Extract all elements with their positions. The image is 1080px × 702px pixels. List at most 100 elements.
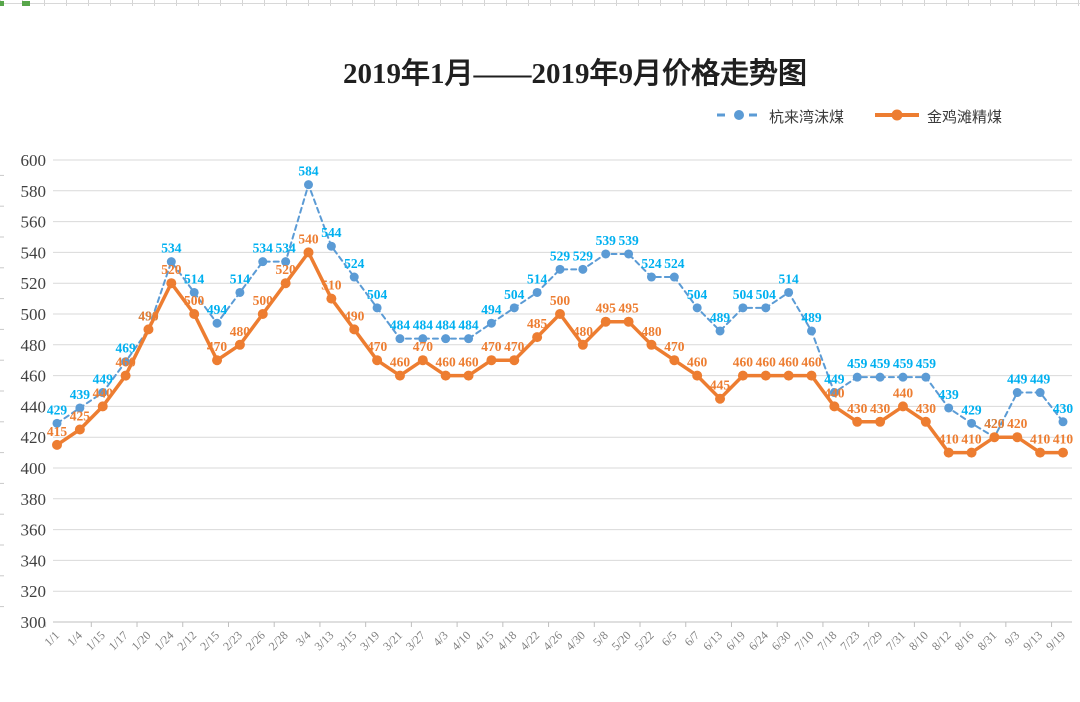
data-point — [418, 334, 428, 344]
x-tick-label: 6/30 — [769, 628, 794, 653]
x-tick-label: 3/4 — [293, 628, 314, 649]
legend-item-hanglaiwan[interactable]: 杭来湾沫煤 — [716, 106, 844, 127]
data-label: 514 — [527, 271, 548, 286]
data-label: 470 — [413, 339, 434, 354]
x-tick-label: 4/26 — [540, 628, 565, 653]
data-point — [555, 309, 565, 319]
data-point — [417, 355, 428, 366]
data-label: 430 — [847, 401, 868, 416]
data-label: 460 — [779, 355, 800, 370]
data-label: 514 — [230, 271, 251, 286]
data-label: 480 — [230, 324, 251, 339]
data-point — [898, 372, 908, 382]
data-label: 484 — [458, 318, 479, 333]
data-label: 504 — [504, 287, 525, 302]
x-tick-label: 5/8 — [590, 628, 611, 649]
y-tick-label: 360 — [21, 521, 47, 540]
data-label: 540 — [298, 231, 319, 246]
data-label: 410 — [1030, 432, 1051, 447]
data-label: 420 — [984, 416, 1005, 431]
data-label: 484 — [390, 318, 411, 333]
data-point — [555, 264, 565, 274]
data-point — [349, 272, 359, 282]
data-point — [784, 287, 794, 297]
data-label: 425 — [70, 409, 91, 424]
data-point — [669, 272, 679, 282]
data-label: 420 — [984, 416, 1005, 431]
x-tick-label: 2/15 — [197, 628, 222, 653]
data-label: 459 — [847, 356, 868, 371]
data-label: 460 — [756, 355, 777, 370]
data-point — [212, 355, 223, 366]
x-tick-label: 1/24 — [151, 628, 176, 653]
x-tick-label: 3/21 — [380, 628, 405, 653]
x-tick-label: 6/24 — [746, 628, 771, 653]
y-tick-label: 560 — [21, 213, 47, 232]
selection-marker-icon — [22, 1, 30, 6]
data-point — [852, 416, 863, 427]
legend-label: 杭来湾沫煤 — [768, 109, 844, 126]
legend-dashed-marker-icon — [716, 108, 762, 125]
y-tick-label: 320 — [21, 582, 47, 601]
data-point — [1058, 417, 1068, 427]
data-label: 430 — [916, 401, 937, 416]
data-point — [280, 278, 291, 289]
data-point — [395, 334, 405, 344]
data-point — [875, 416, 886, 427]
x-tick-label: 1/20 — [129, 628, 154, 653]
x-tick-label: 4/18 — [494, 628, 519, 653]
data-label: 470 — [664, 339, 685, 354]
x-tick-label: 4/3 — [430, 628, 451, 649]
data-point — [189, 309, 200, 319]
data-point — [737, 370, 748, 381]
data-label: 494 — [481, 302, 502, 317]
data-point — [623, 316, 634, 327]
data-label: 415 — [47, 424, 68, 439]
data-point — [601, 249, 611, 259]
x-tick-label: 1/15 — [83, 628, 108, 653]
x-tick-label: 3/19 — [357, 628, 382, 653]
data-point — [967, 418, 977, 428]
data-label: 480 — [641, 324, 662, 339]
y-tick-label: 600 — [21, 151, 47, 170]
x-tick-label: 2/23 — [220, 628, 245, 653]
data-point — [258, 257, 268, 267]
x-tick-label: 7/10 — [792, 628, 817, 653]
sheet-top-border — [0, 0, 1080, 6]
data-point — [441, 334, 451, 344]
data-point — [1058, 447, 1068, 458]
legend-item-jinjitan[interactable]: 金鸡滩精煤 — [874, 106, 1002, 127]
data-label: 529 — [573, 248, 594, 263]
data-label: 584 — [298, 164, 319, 179]
data-label: 429 — [47, 402, 68, 417]
data-label: 494 — [207, 302, 228, 317]
data-label: 520 — [161, 262, 182, 277]
data-point — [1035, 388, 1045, 398]
y-tick-label: 480 — [21, 336, 47, 355]
y-tick-label: 440 — [21, 397, 47, 416]
data-point — [738, 303, 748, 313]
data-label: 449 — [824, 372, 845, 387]
data-label: 504 — [367, 287, 388, 302]
data-label: 449 — [93, 372, 114, 387]
data-label: 439 — [939, 387, 960, 402]
data-label: 440 — [893, 385, 914, 400]
legend-label: 金鸡滩精煤 — [926, 109, 1002, 126]
data-label: 459 — [893, 356, 914, 371]
y-tick-label: 460 — [21, 367, 47, 386]
data-label: 470 — [367, 339, 388, 354]
data-point — [235, 287, 245, 297]
data-point — [394, 370, 405, 381]
data-label: 489 — [801, 310, 822, 325]
data-label: 460 — [436, 355, 457, 370]
x-tick-label: 9/19 — [1043, 628, 1068, 653]
data-point — [692, 370, 703, 381]
data-point — [532, 287, 542, 297]
x-tick-label: 8/16 — [952, 628, 977, 653]
x-tick-label: 7/29 — [860, 628, 885, 653]
x-tick-label: 2/12 — [174, 628, 199, 653]
x-tick-label: 7/18 — [814, 628, 839, 653]
data-point — [1012, 388, 1022, 398]
x-tick-label: 9/13 — [1020, 628, 1045, 653]
data-label: 445 — [710, 378, 731, 393]
